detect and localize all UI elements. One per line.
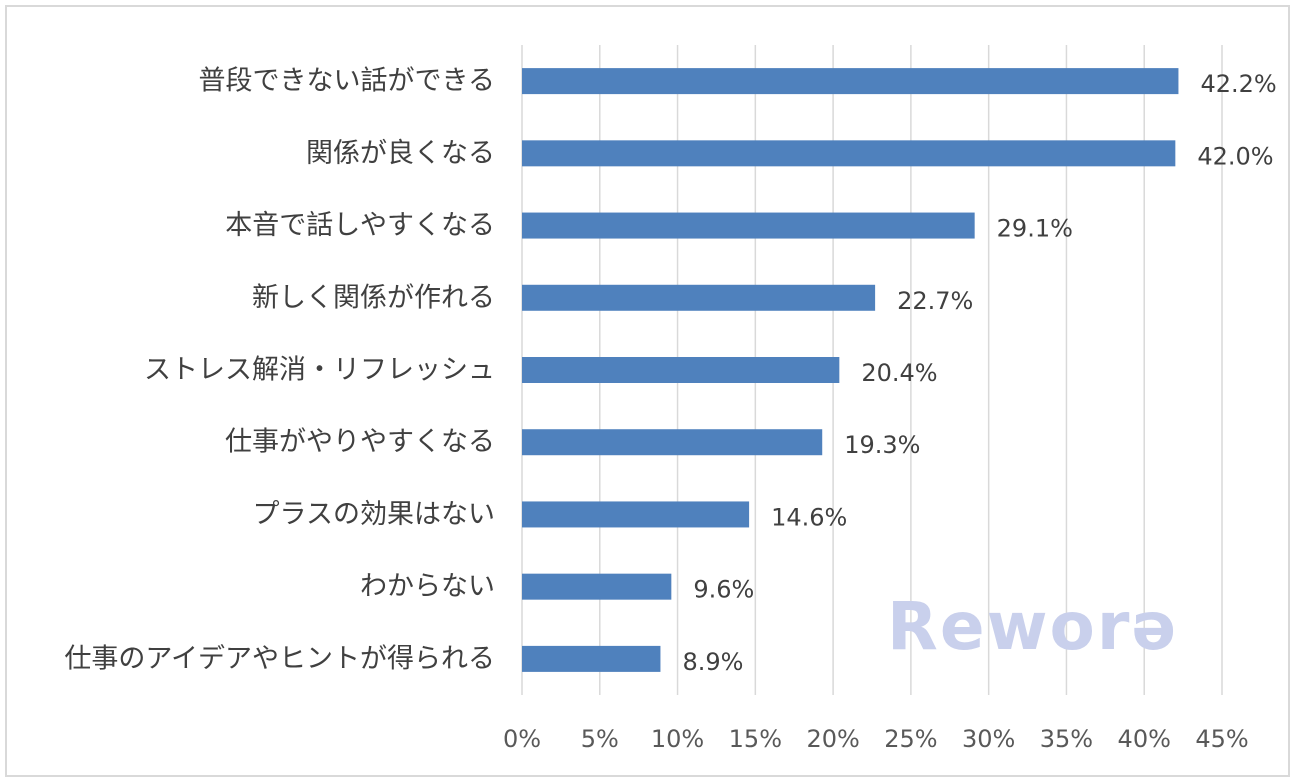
x-tick-label-9: 45% (1195, 725, 1248, 753)
value-label-8: 8.9% (682, 648, 743, 676)
value-label-7: 9.6% (693, 576, 754, 604)
category-label-1: 関係が良くなる (306, 138, 495, 169)
bar-0 (522, 68, 1179, 95)
value-label-0: 42.2% (1200, 70, 1276, 98)
x-tick-label-1: 5% (581, 725, 619, 753)
bar-1 (522, 140, 1176, 167)
bars (522, 68, 1179, 672)
category-label-5: 仕事がやりやすくなる (225, 427, 495, 458)
value-labels: 42.2% 42.0% 29.1% 22.7% 20.4% 19.3% 14.6% 9.6% 8… (682, 70, 1276, 676)
category-label-8: 仕事のアイデアやヒントが得られる (64, 643, 495, 674)
category-label-6: プラスの効果はない (253, 499, 495, 530)
value-label-3: 22.7% (897, 287, 973, 315)
x-tick-label-4: 20% (806, 725, 859, 753)
watermark-logo: Reworə (887, 588, 1178, 665)
category-label-4: ストレス解消・リフレッシュ (144, 355, 495, 386)
bar-3 (522, 284, 876, 311)
x-tick-label-0: 0% (503, 725, 541, 753)
bar-7 (522, 573, 672, 600)
bar-4 (522, 357, 840, 383)
x-tick-label-7: 35% (1040, 725, 1093, 753)
x-axis-tick-labels: 0% 5% 10% 15% 20% 25% 30% 35% 40% 45% (503, 725, 1249, 753)
category-label-7: わからない (360, 571, 495, 602)
x-tick-label-3: 15% (729, 725, 782, 753)
x-tick-label-2: 10% (651, 725, 704, 753)
x-tick-label-5: 25% (884, 725, 937, 753)
x-tick-label-8: 40% (1118, 725, 1171, 753)
value-label-5: 19.3% (844, 431, 920, 459)
value-label-4: 20.4% (861, 359, 937, 387)
bar-8 (522, 645, 661, 672)
bar-chart: 普段できない話ができる関係が良くなる本音で話しやすくなる新しく関係が作れるストレ… (64, 45, 1277, 753)
x-tick-label-6: 30% (962, 725, 1015, 753)
bar-5 (522, 429, 823, 456)
value-label-1: 42.0% (1197, 142, 1273, 170)
bar-6 (522, 501, 750, 528)
bar-2 (522, 212, 975, 239)
category-label-3: 新しく関係が作れる (252, 282, 495, 313)
category-label-0: 普段できない話ができる (199, 66, 495, 97)
value-label-2: 29.1% (997, 215, 1073, 243)
value-label-6: 14.6% (771, 503, 847, 531)
category-labels: 普段できない話ができる関係が良くなる本音で話しやすくなる新しく関係が作れるストレ… (64, 66, 495, 675)
category-label-2: 本音で話しやすくなる (225, 210, 495, 241)
chart-frame: 普段できない話ができる関係が良くなる本音で話しやすくなる新しく関係が作れるストレ… (5, 5, 1290, 777)
